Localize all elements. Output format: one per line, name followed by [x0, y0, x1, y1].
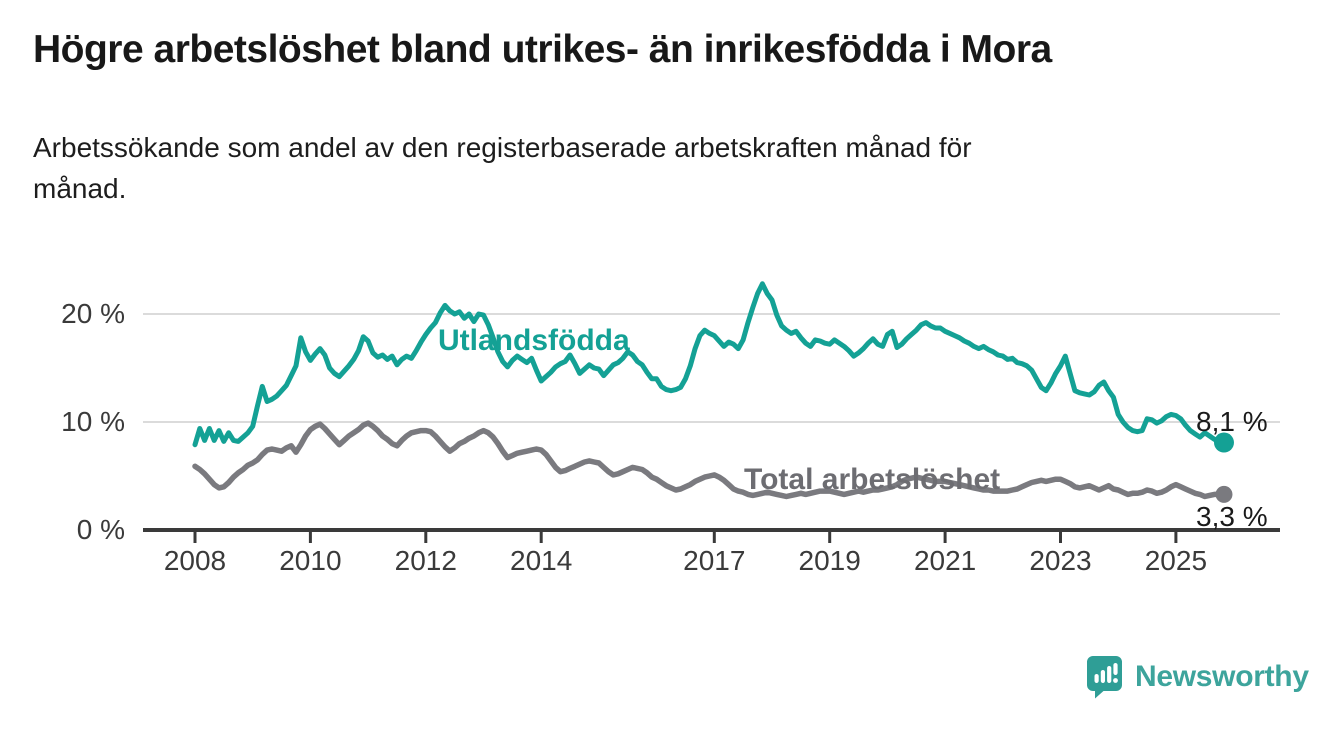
newsworthy-brand: Newsworthy — [1086, 655, 1309, 704]
x-tick-label: 2019 — [798, 545, 861, 576]
x-tick-label: 2021 — [913, 545, 977, 576]
x-axis-tick-marks — [193, 530, 1178, 543]
utlandsfodda-series-line — [192, 281, 1227, 448]
end-value-total-arbetsloshet: 3,3 % — [1196, 501, 1268, 532]
series-label-utlandsfodda: Utlandsfödda — [438, 324, 630, 357]
series-label-total-arbetsloshet: Total arbetslöshet — [744, 463, 1001, 496]
chart-subtitle-line1: Arbetssökande som andel av den registerb… — [33, 132, 972, 163]
utlandsfodda-end-dot — [1213, 432, 1234, 453]
end-value-utlandsfodda: 8,1 % — [1196, 406, 1268, 437]
y-tick-label: 20 % — [61, 298, 125, 329]
gridlines — [143, 313, 1280, 423]
total-end-dot — [1215, 485, 1233, 503]
x-tick-label: 2025 — [1144, 545, 1208, 576]
x-tick-label: 2008 — [163, 545, 227, 576]
chart-subtitle-line2: månad. — [33, 172, 127, 204]
newsworthy-brand-name: Newsworthy — [1135, 660, 1309, 693]
newsworthy-logo-icon — [1086, 655, 1123, 704]
total-arbetsloshet-series-line — [192, 420, 1227, 500]
y-tick-label: 0 % — [76, 514, 125, 545]
x-tick-label: 2014 — [510, 545, 573, 576]
y-tick-label: 10 % — [61, 406, 125, 437]
x-tick-label: 2023 — [1029, 545, 1092, 576]
x-tick-label: 2010 — [279, 545, 342, 576]
x-tick-label: 2017 — [683, 545, 746, 576]
chart-subtitle: Arbetssökande som andel av den registerb… — [33, 128, 1253, 209]
chart-title: Högre arbetslöshet bland utrikes- än inr… — [33, 28, 1052, 71]
x-tick-label: 2012 — [394, 545, 457, 576]
